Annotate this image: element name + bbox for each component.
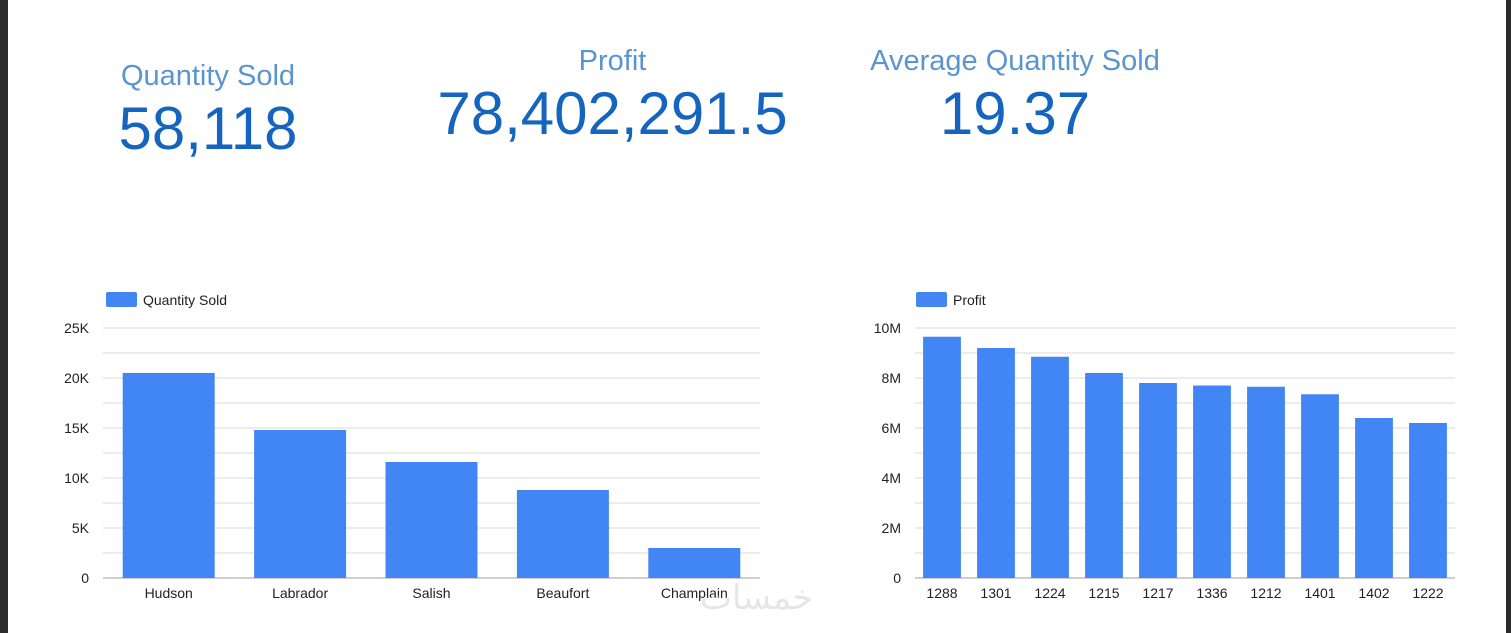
- legend-label: Quantity Sold: [143, 292, 227, 308]
- x-tick-label: Salish: [412, 585, 450, 601]
- scorecard-label: Quantity Sold: [120, 60, 296, 92]
- x-tick-label: 1224: [1034, 585, 1065, 601]
- window-frame-right: [1506, 0, 1511, 633]
- scorecard-quantity-sold: Quantity Sold 58,118: [108, 62, 308, 159]
- x-tick-label: 1217: [1142, 585, 1173, 601]
- bar: [1193, 385, 1231, 578]
- x-tick-label: 1336: [1196, 585, 1227, 601]
- y-tick-label: 4M: [882, 470, 901, 486]
- watermark-logo: خمسات: [700, 578, 814, 618]
- window-frame-left: [0, 0, 8, 633]
- legend-label: Profit: [953, 292, 986, 308]
- bar: [385, 462, 478, 578]
- bar: [1031, 356, 1069, 578]
- y-tick-label: 15K: [64, 420, 90, 436]
- bar: [122, 373, 215, 578]
- x-tick-label: Labrador: [272, 585, 328, 601]
- x-tick-label: 1288: [926, 585, 957, 601]
- x-tick-label: 1215: [1088, 585, 1119, 601]
- bar: [648, 548, 741, 578]
- x-tick-label: Champlain: [661, 585, 728, 601]
- bar: [1409, 423, 1447, 578]
- x-tick-label: Beaufort: [536, 585, 589, 601]
- y-tick-label: 6M: [882, 420, 901, 436]
- y-tick-label: 8M: [882, 370, 901, 386]
- scorecard-value: 19.37: [939, 80, 1091, 147]
- x-tick-label: 1402: [1358, 585, 1389, 601]
- x-tick-label: 1301: [980, 585, 1011, 601]
- scorecard-average-quantity-sold: Average Quantity Sold 19.37: [855, 47, 1175, 144]
- scorecard-profit: Profit 78,402,291.5: [425, 47, 800, 144]
- scorecard-label: Average Quantity Sold: [870, 45, 1160, 77]
- bar: [1247, 386, 1285, 578]
- y-tick-label: 10M: [874, 320, 901, 336]
- bar: [516, 490, 609, 578]
- bar: [1355, 418, 1393, 578]
- legend-swatch: [106, 292, 137, 307]
- y-tick-label: 10K: [64, 470, 90, 486]
- x-tick-label: 1212: [1250, 585, 1281, 601]
- bar: [923, 336, 961, 578]
- y-tick-label: 0: [81, 570, 89, 586]
- scorecard-value: 78,402,291.5: [437, 80, 788, 147]
- x-tick-label: 1401: [1304, 585, 1335, 601]
- scorecard-value: 58,118: [118, 95, 298, 162]
- y-tick-label: 0: [893, 570, 901, 586]
- y-tick-label: 25K: [64, 320, 90, 336]
- bar: [1139, 383, 1177, 578]
- bar: [1085, 373, 1123, 578]
- y-tick-label: 2M: [882, 520, 901, 536]
- y-tick-label: 20K: [64, 370, 90, 386]
- bar: [977, 348, 1015, 578]
- x-tick-label: Hudson: [145, 585, 193, 601]
- scorecard-label: Profit: [578, 45, 647, 77]
- bar: [1301, 394, 1339, 578]
- x-tick-label: 1222: [1412, 585, 1443, 601]
- legend-swatch: [916, 292, 947, 307]
- bar: [254, 430, 347, 578]
- y-tick-label: 5K: [72, 520, 90, 536]
